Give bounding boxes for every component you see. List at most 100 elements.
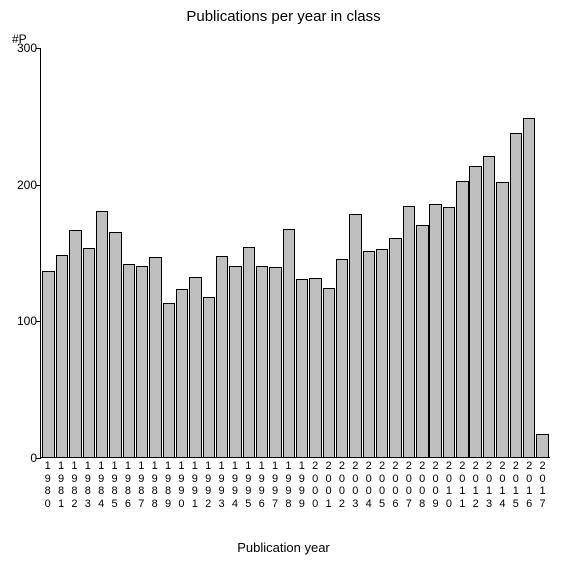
- bar-slot: [362, 48, 375, 457]
- bar-slot: [522, 48, 535, 457]
- bar: [336, 259, 348, 457]
- bar-slot: [282, 48, 295, 457]
- xaxis-ticklabels: 1980198119821983198419851986198719881989…: [41, 460, 549, 511]
- xtick-label: 1996: [255, 460, 268, 511]
- xtick-label: 2009: [429, 460, 442, 511]
- xtick-label: 2007: [402, 460, 415, 511]
- chart-title: Publications per year in class: [0, 8, 567, 25]
- xtick-label: 1980: [41, 460, 54, 511]
- bar: [429, 204, 441, 457]
- bar: [323, 288, 335, 457]
- bar: [69, 230, 81, 457]
- xtick-label: 1982: [68, 460, 81, 511]
- bar-slot: [149, 48, 162, 457]
- bar-slot: [416, 48, 429, 457]
- bar-slot: [509, 48, 522, 457]
- bar-slot: [442, 48, 455, 457]
- bar: [456, 181, 468, 457]
- xtick-label: 1986: [121, 460, 134, 511]
- bar: [256, 266, 268, 457]
- bar: [216, 256, 228, 457]
- bar: [42, 271, 54, 457]
- bar: [403, 206, 415, 457]
- bar: [536, 434, 548, 457]
- bar: [243, 247, 255, 457]
- xtick-label: 1991: [188, 460, 201, 511]
- xtick-label: 1983: [81, 460, 94, 511]
- bar: [269, 267, 281, 457]
- xaxis-label: Publication year: [0, 540, 567, 555]
- bar-slot: [429, 48, 442, 457]
- bar: [83, 248, 95, 457]
- bar-slot: [109, 48, 122, 457]
- xtick-label: 2015: [509, 460, 522, 511]
- xtick-label: 1993: [215, 460, 228, 511]
- bar-slot: [496, 48, 509, 457]
- bar-slot: [389, 48, 402, 457]
- bar-slot: [122, 48, 135, 457]
- xtick-label: 1997: [268, 460, 281, 511]
- bar-slot: [189, 48, 202, 457]
- xtick-label: 2017: [536, 460, 549, 511]
- bar-slot: [376, 48, 389, 457]
- ytick-label: 100: [9, 314, 37, 328]
- bar: [443, 207, 455, 457]
- xtick-label: 1999: [295, 460, 308, 511]
- bar: [496, 182, 508, 457]
- bar: [109, 232, 121, 458]
- ytick-mark: [36, 321, 41, 322]
- bar: [296, 279, 308, 457]
- xtick-label: 1989: [161, 460, 174, 511]
- bar-slot: [82, 48, 95, 457]
- ytick-label: 200: [9, 178, 37, 192]
- xtick-label: 2000: [309, 460, 322, 511]
- bar: [123, 264, 135, 457]
- bar: [149, 257, 161, 457]
- xtick-label: 1994: [228, 460, 241, 511]
- bar-slot: [336, 48, 349, 457]
- bar: [189, 277, 201, 457]
- xtick-label: 1984: [95, 460, 108, 511]
- bar-slot: [469, 48, 482, 457]
- bar-slot: [135, 48, 148, 457]
- bar: [483, 156, 495, 457]
- ytick-label: 0: [9, 451, 37, 465]
- bar: [229, 266, 241, 457]
- bar: [176, 289, 188, 457]
- bar: [349, 214, 361, 457]
- bar: [389, 238, 401, 457]
- xtick-label: 1987: [135, 460, 148, 511]
- bar-slot: [242, 48, 255, 457]
- bar-slot: [256, 48, 269, 457]
- bar-slot: [162, 48, 175, 457]
- bar-slot: [215, 48, 228, 457]
- xtick-label: 2001: [322, 460, 335, 511]
- xtick-label: 2014: [496, 460, 509, 511]
- bar-slot: [296, 48, 309, 457]
- bar-slot: [456, 48, 469, 457]
- xtick-label: 2002: [335, 460, 348, 511]
- publications-chart: Publications per year in class #P 010020…: [0, 0, 567, 567]
- bar-slot: [42, 48, 55, 457]
- ytick-label: 300: [9, 41, 37, 55]
- xtick-label: 1992: [202, 460, 215, 511]
- bar-slot: [269, 48, 282, 457]
- xtick-label: 1990: [175, 460, 188, 511]
- bar-slot: [402, 48, 415, 457]
- xtick-label: 2011: [456, 460, 469, 511]
- xtick-label: 1988: [148, 460, 161, 511]
- bar-slot: [175, 48, 188, 457]
- ytick-mark: [36, 185, 41, 186]
- xtick-label: 1981: [54, 460, 67, 511]
- bar: [469, 166, 481, 457]
- xtick-label: 2006: [389, 460, 402, 511]
- bar: [136, 266, 148, 457]
- xtick-label: 2010: [442, 460, 455, 511]
- bar-slot: [69, 48, 82, 457]
- bar-slot: [95, 48, 108, 457]
- bar: [376, 249, 388, 457]
- bar: [163, 303, 175, 457]
- bar-slot: [309, 48, 322, 457]
- bar: [416, 225, 428, 457]
- xtick-label: 2016: [523, 460, 536, 511]
